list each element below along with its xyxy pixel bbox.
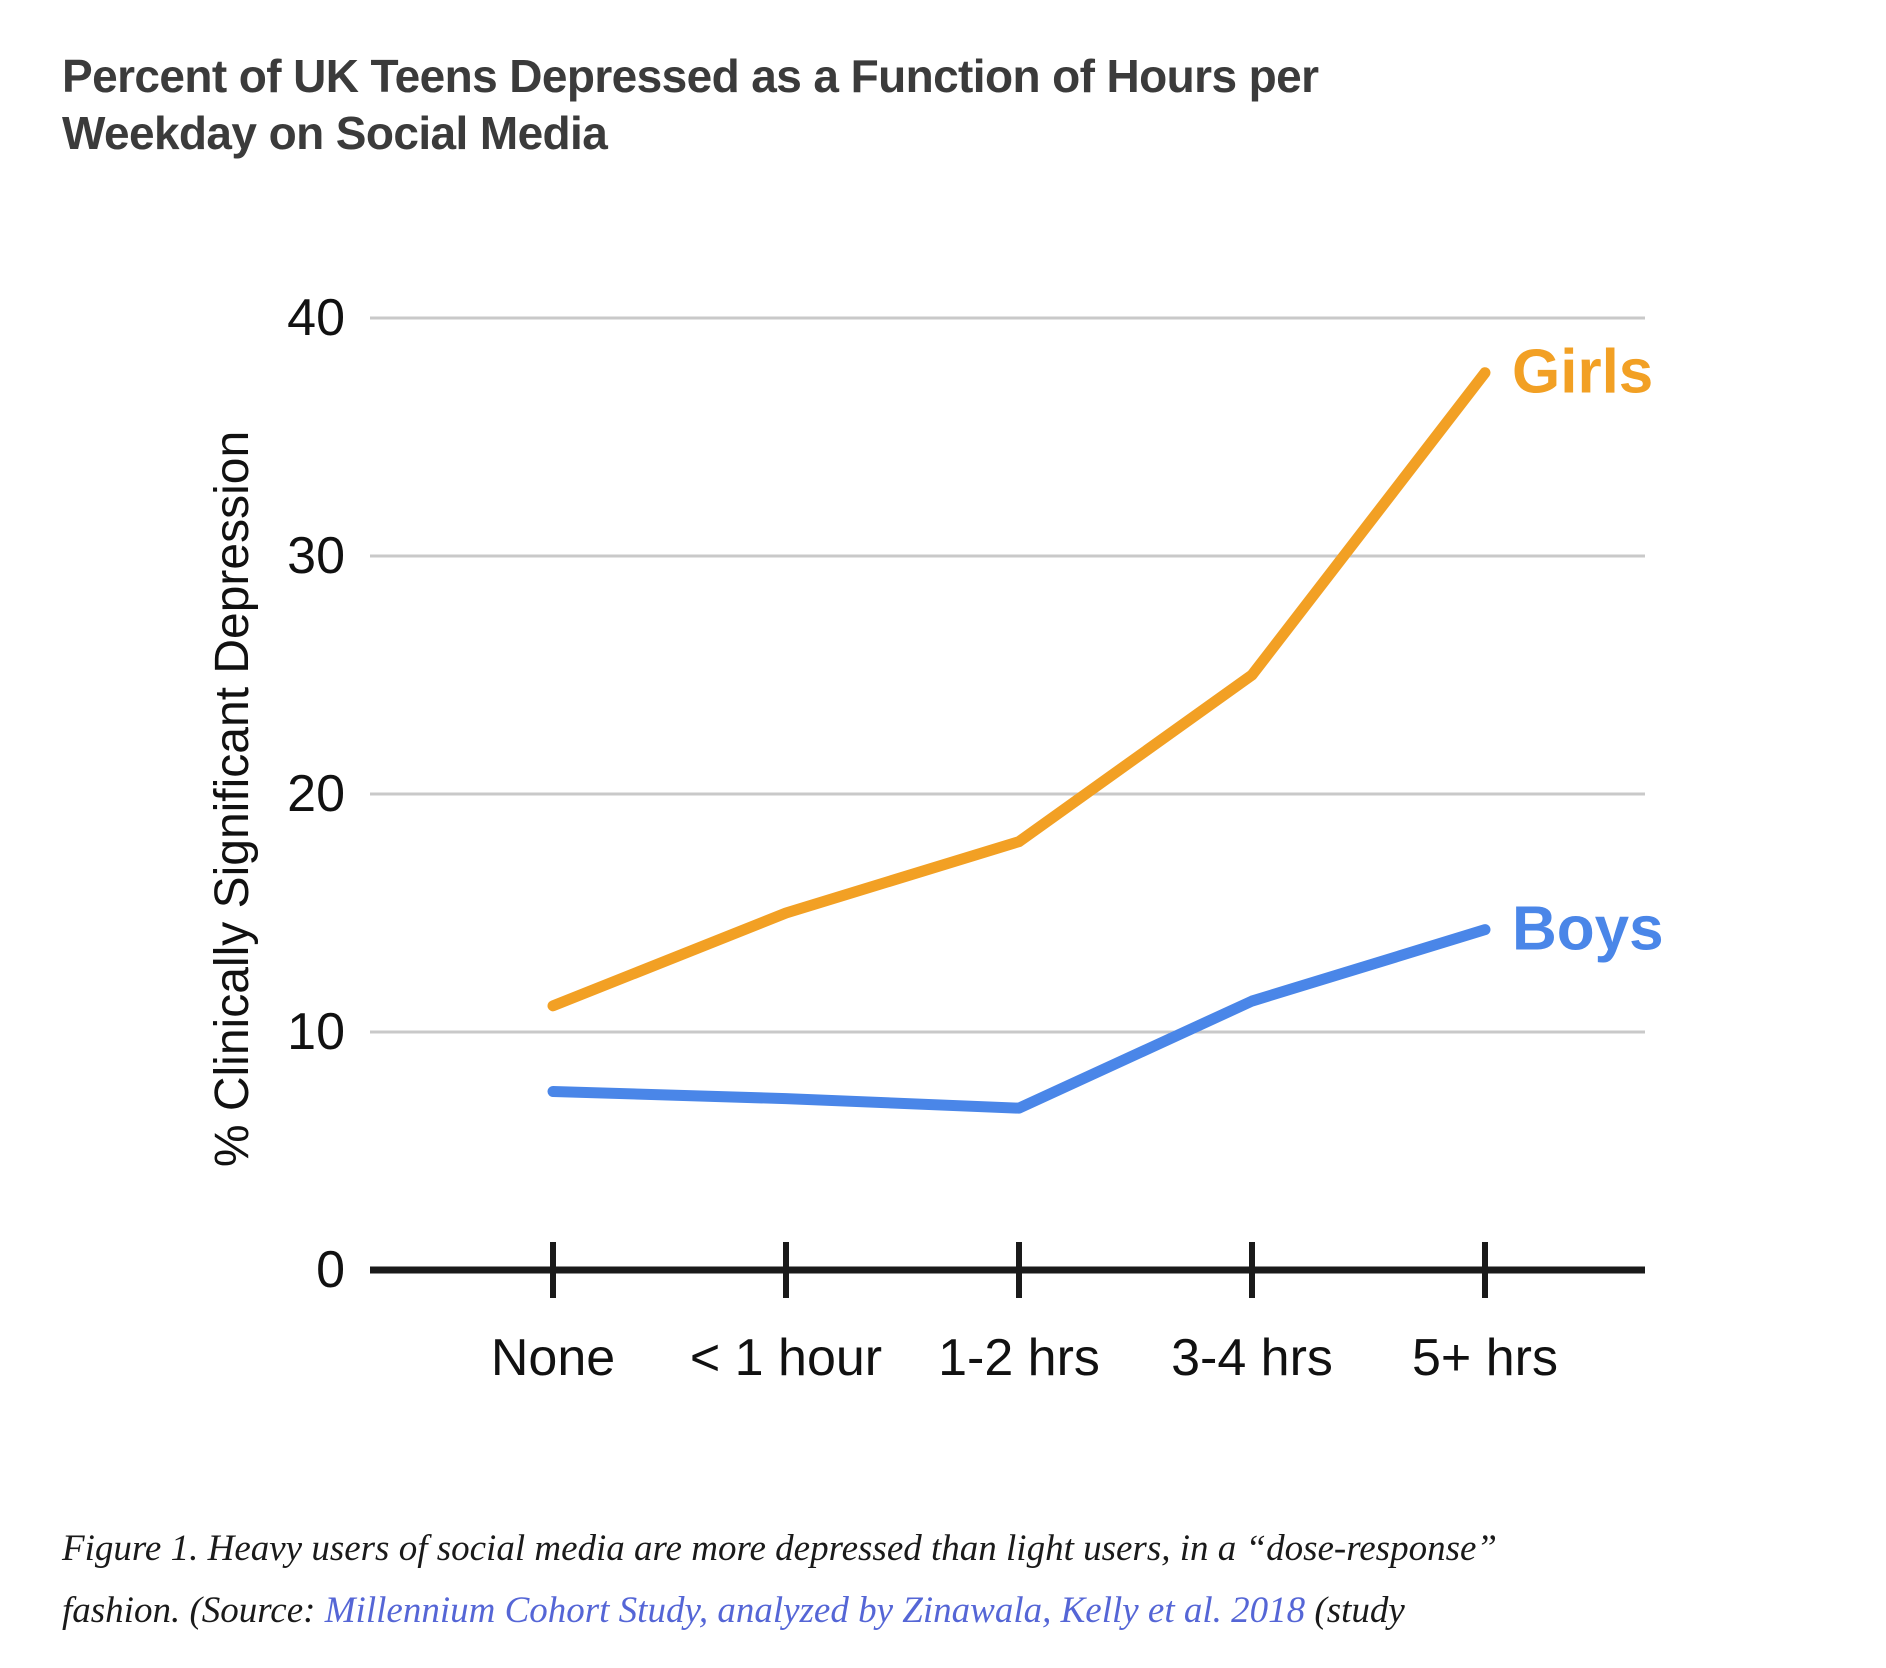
caption-figure-number: Figure 1. [62,1528,199,1569]
x-axis-tick-label: 1-2 hrs [938,1329,1100,1387]
x-axis-tick-label: 3-4 hrs [1171,1329,1333,1387]
caption-line2-suffix: (study [1305,1590,1405,1631]
y-axis-tick-label: 0 [316,1241,345,1299]
chart-figure: 0 10 20 30 40 % Clinically Significant Depres… [0,210,1720,1410]
line-chart: 0 10 20 30 40 % Clinically Significant Depres… [206,289,1664,1387]
figure-caption: Figure 1. Heavy users of social media ar… [62,1518,1802,1642]
series-line-boys [547,924,1491,1114]
x-axis-tick-label: < 1 hour [690,1329,882,1387]
y-axis-tick-label: 20 [287,765,345,823]
caption-source-link[interactable]: Millennium Cohort Study, analyzed by Zin… [324,1590,1306,1631]
y-axis-tick-label: 10 [287,1003,345,1061]
x-axis-tick-label: None [491,1329,615,1387]
caption-source-prefix: fashion. (Source: [62,1590,325,1631]
caption-line1-text: Heavy users of social media are more dep… [198,1528,1497,1569]
series-line-girls [547,367,1491,1012]
page-title: Percent of UK Teens Depressed as a Funct… [62,50,1319,159]
series-label-girls: Girls [1512,338,1653,407]
x-axis-tick-label: 5+ hrs [1412,1329,1558,1387]
y-axis-title: % Clinically Significant Depression [206,431,259,1167]
y-axis-tick-label: 30 [287,527,345,585]
y-axis-tick-label: 40 [287,289,345,347]
series-label-boys: Boys [1512,895,1664,964]
